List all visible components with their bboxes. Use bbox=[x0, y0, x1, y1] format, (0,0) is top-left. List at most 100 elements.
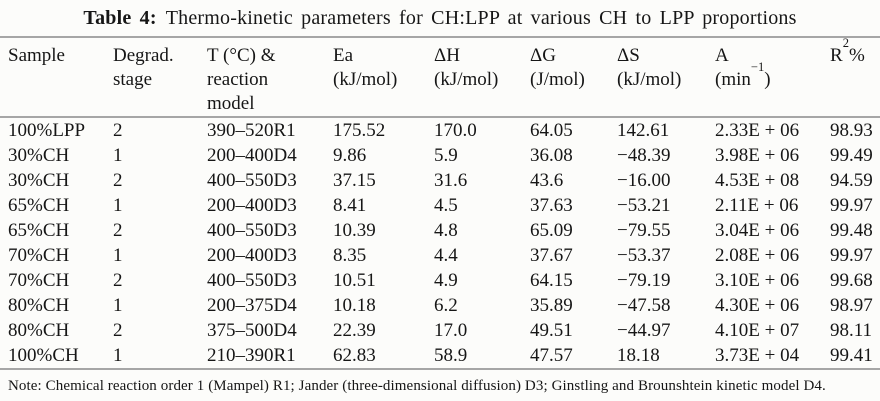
table-cell: 99.68 bbox=[830, 270, 873, 291]
column-header-line: T (°C) & bbox=[207, 45, 276, 66]
table-header: Sample Degrad. stage T (°C) & reaction model E… bbox=[0, 35, 880, 118]
table-cell: 22.39 bbox=[333, 320, 376, 341]
table-cell: 2.08E + 06 bbox=[715, 245, 800, 266]
table-cell: 37.15 bbox=[333, 170, 376, 191]
table-cell: 200–400D4 bbox=[207, 145, 297, 166]
table-row: 65%CH 1 200–400D3 8.41 4.5 37.63 −53.21 2.11E +… bbox=[0, 193, 880, 218]
table-cell: 4.53E + 08 bbox=[715, 170, 800, 191]
table-row: 80%CH 1 200–375D4 10.18 6.2 35.89 −47.58 4.30E … bbox=[0, 293, 880, 318]
table-cell: 3.98E + 06 bbox=[715, 145, 800, 166]
table-cell: 99.97 bbox=[830, 245, 873, 266]
table-cell: 37.63 bbox=[530, 195, 573, 216]
table-cell: 65%CH bbox=[8, 220, 70, 241]
table-cell: 4.5 bbox=[434, 195, 458, 216]
table-cell: 98.11 bbox=[830, 320, 873, 341]
table-cell: −53.37 bbox=[617, 245, 671, 266]
table-cell: −44.97 bbox=[617, 320, 671, 341]
table-cell: 200–400D3 bbox=[207, 245, 297, 266]
table-cell: 99.49 bbox=[830, 145, 873, 166]
table-cell: 98.97 bbox=[830, 295, 873, 316]
table-cell: 400–550D3 bbox=[207, 270, 297, 291]
table-cell: 400–550D3 bbox=[207, 220, 297, 241]
table-cell: 30%CH bbox=[8, 170, 70, 191]
table-cell: 6.2 bbox=[434, 295, 458, 316]
table-cell: 94.59 bbox=[830, 170, 873, 191]
superscript: −1 bbox=[750, 59, 765, 74]
table-cell: 70%CH bbox=[8, 270, 70, 291]
table-cell: −48.39 bbox=[617, 145, 671, 166]
column-header: ΔS (kJ/mol) bbox=[609, 36, 707, 118]
column-header-line: ΔS bbox=[617, 45, 640, 66]
column-header-line: Ea bbox=[333, 45, 354, 66]
column-header: ΔH (kJ/mol) bbox=[426, 36, 522, 118]
column-header: Sample bbox=[0, 36, 105, 118]
table-cell: 99.97 bbox=[830, 195, 873, 216]
table-cell: 2.11E + 06 bbox=[715, 195, 799, 216]
column-header-line: R2% bbox=[830, 35, 865, 66]
table-cell: 18.18 bbox=[609, 343, 707, 370]
column-header-line: (min−1) bbox=[715, 59, 771, 90]
table-cell: 9.86 bbox=[333, 145, 367, 166]
table-caption: Table 4: Thermo-kinetic parameters for C… bbox=[0, 0, 880, 36]
table-row: 30%CH 1 200–400D4 9.86 5.9 36.08 −48.39 3.98E +… bbox=[0, 143, 880, 168]
column-header-line: (kJ/mol) bbox=[333, 69, 398, 90]
table-cell: −47.58 bbox=[617, 295, 671, 316]
table-cell: 99.41 bbox=[822, 343, 880, 370]
column-header-line: ΔG bbox=[530, 45, 556, 66]
table-cell: 2 bbox=[113, 320, 123, 341]
table-cell: 62.83 bbox=[325, 343, 426, 370]
table-cell: 47.57 bbox=[522, 343, 609, 370]
table-row: 80%CH 2 375–500D4 22.39 17.0 49.51 −44.97 4.10E… bbox=[0, 318, 880, 343]
table-cell: 8.41 bbox=[333, 195, 367, 216]
column-header-line: (kJ/mol) bbox=[617, 69, 682, 90]
table-cell: −79.19 bbox=[617, 270, 671, 291]
table-cell: 2 bbox=[113, 220, 123, 241]
table-cell: 80%CH bbox=[8, 320, 70, 341]
column-header: ΔG (J/mol) bbox=[522, 36, 609, 118]
table-cell: 4.30E + 06 bbox=[715, 295, 800, 316]
table-cell: 100%LPP bbox=[8, 120, 86, 141]
table-cell: 100%CH bbox=[0, 343, 105, 370]
table-cell: −53.21 bbox=[617, 195, 671, 216]
table-cell: 210–390R1 bbox=[199, 343, 325, 370]
table-cell: 49.51 bbox=[530, 320, 573, 341]
column-header: T (°C) & reaction model bbox=[199, 36, 325, 118]
table-cell: 65%CH bbox=[8, 195, 70, 216]
column-header: Ea (kJ/mol) bbox=[325, 36, 426, 118]
table-cell: 64.05 bbox=[530, 120, 573, 141]
table-cell: 3.10E + 06 bbox=[715, 270, 800, 291]
table-cell: 98.93 bbox=[830, 120, 873, 141]
table-cell: 400–550D3 bbox=[207, 170, 297, 191]
table-row: 70%CH 1 200–400D3 8.35 4.4 37.67 −53.37 2.08E +… bbox=[0, 243, 880, 268]
table-cell: 1 bbox=[113, 195, 123, 216]
column-header: A (min−1) bbox=[707, 36, 822, 118]
table-caption-text: Thermo-kinetic parameters for CH:LPP at … bbox=[165, 6, 797, 29]
column-header-line: (kJ/mol) bbox=[434, 69, 499, 90]
thermo-kinetic-table: Sample Degrad. stage T (°C) & reaction model E… bbox=[0, 36, 880, 370]
table-cell: 175.52 bbox=[333, 120, 386, 141]
column-header-line: stage bbox=[113, 69, 153, 90]
column-header: Degrad. stage bbox=[105, 36, 199, 118]
table-cell: 80%CH bbox=[8, 295, 70, 316]
superscript: 2 bbox=[842, 35, 849, 50]
table-caption-number: Table 4: bbox=[83, 6, 157, 29]
table-cell: 2 bbox=[113, 120, 123, 141]
column-header-line: model bbox=[207, 93, 255, 114]
table-cell: 170.0 bbox=[434, 120, 477, 141]
table-cell: 375–500D4 bbox=[207, 320, 297, 341]
table-cell: 65.09 bbox=[530, 220, 573, 241]
table-cell: 200–400D3 bbox=[207, 195, 297, 216]
header-row: Sample Degrad. stage T (°C) & reaction model E… bbox=[0, 35, 880, 118]
table-cell: −79.55 bbox=[617, 220, 671, 241]
table-cell: 8.35 bbox=[333, 245, 367, 266]
column-header-line: ΔH bbox=[434, 45, 460, 66]
table-cell: 64.15 bbox=[530, 270, 573, 291]
table-cell: 10.51 bbox=[333, 270, 376, 291]
table-cell: 4.10E + 07 bbox=[715, 320, 800, 341]
table-cell: 99.48 bbox=[830, 220, 873, 241]
table-cell: 1 bbox=[113, 145, 123, 166]
table-cell: 3.73E + 04 bbox=[707, 343, 822, 370]
table-cell: 4.8 bbox=[434, 220, 458, 241]
table-cell: 10.39 bbox=[333, 220, 376, 241]
